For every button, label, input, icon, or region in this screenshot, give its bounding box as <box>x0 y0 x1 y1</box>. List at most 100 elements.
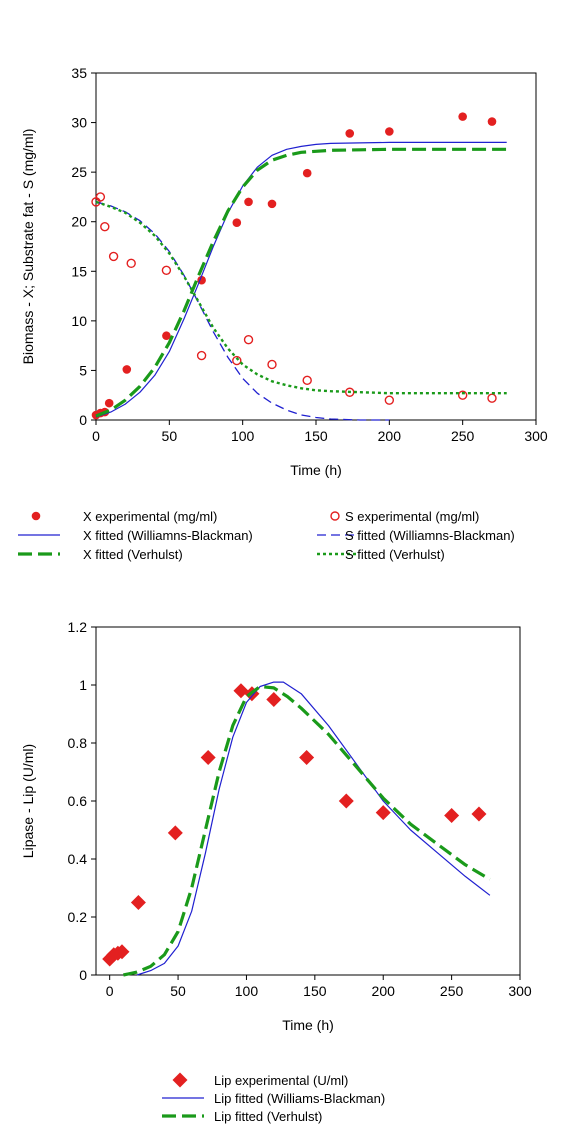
legend-s-experimental-mg-ml-label: S experimental (mg/ml) <box>345 509 479 524</box>
series-x-fitted-verhulst-line <box>95 147 507 418</box>
legend-lipase: Lip experimental (U/ml) Lip fitted (Willi… <box>162 1072 385 1124</box>
legend-x-fitted-williamns-blackman-label: X fitted (Williamns-Blackman) <box>83 528 253 543</box>
y-tick-label: 0 <box>79 967 87 983</box>
series-lip-experimental-u-ml-point <box>233 683 249 699</box>
series-lip-fitted-williams-blackman-line <box>136 681 491 976</box>
series-lip-fitted-verhulst-line <box>123 684 491 977</box>
series-lip-experimental-u-ml-point <box>114 944 130 960</box>
y-tick-label: 5 <box>79 362 87 378</box>
x-tick-label: 250 <box>440 983 464 999</box>
series-lip-experimental-u-ml-point <box>375 805 391 821</box>
chart-lipase: 0 50 100 150 200 250 300 0 0.2 0.4 0.6 0.8 1 1.2 Time … <box>20 619 532 1033</box>
series-x-fitted-williamns-blackman <box>95 141 507 418</box>
x-axis-label: Time (h) <box>282 1017 334 1033</box>
x-tick-label: 0 <box>106 983 114 999</box>
y-tick-label: 35 <box>71 65 87 81</box>
series-s-experimental-mg-ml-point <box>267 359 277 370</box>
plot-frame <box>95 626 521 976</box>
series-x-experimental-mg-ml-point <box>104 398 114 408</box>
legend-biomass-substrate: X experimental (mg/ml) X fitted (Williamn… <box>18 509 515 562</box>
x-tick-label: 200 <box>378 428 402 444</box>
y-tick-label: 10 <box>71 313 87 329</box>
legend-x-experimental-mg-ml: X experimental (mg/ml) <box>31 509 217 524</box>
series-lip-experimental-u-ml-point <box>338 793 354 809</box>
series-s-experimental-mg-ml-point <box>161 265 172 275</box>
series-x-experimental-mg-ml-point <box>267 199 277 209</box>
series-s-experimental-mg-ml <box>91 192 497 405</box>
y-axis-label: Lipase - Lip (U/ml) <box>20 744 36 858</box>
legend-x-experimental-mg-ml-symbol <box>31 511 41 521</box>
y-tick-label: 0.2 <box>68 909 88 925</box>
series-x-experimental-mg-ml-point <box>122 365 132 374</box>
legend-s-experimental-mg-ml: S experimental (mg/ml) <box>330 509 479 524</box>
legend-s-fitted-verhulst-label: S fitted (Verhulst) <box>345 547 445 562</box>
y-tick-label: 15 <box>71 263 87 279</box>
x-tick-label: 100 <box>231 428 255 444</box>
y-tick-label: 1 <box>79 677 87 693</box>
series-s-experimental-mg-ml-point <box>487 393 497 403</box>
series-s-experimental-mg-ml-point <box>196 350 207 361</box>
legend-lip-fitted-verhulst: Lip fitted (Verhulst) <box>162 1109 322 1124</box>
legend-lip-experimental-u-ml: Lip experimental (U/ml) <box>172 1072 348 1088</box>
x-tick-label: 200 <box>372 983 396 999</box>
x-tick-label: 300 <box>524 428 548 444</box>
series-lip-experimental-u-ml-point <box>130 895 146 910</box>
series-s-experimental-mg-ml-point <box>457 390 468 400</box>
y-tick-label: 1.2 <box>68 619 88 635</box>
x-tick-label: 150 <box>304 428 328 444</box>
series-x-experimental-mg-ml-point <box>162 331 171 341</box>
series-x-experimental-mg-ml-point <box>345 129 355 138</box>
legend-x-fitted-williamns-blackman: X fitted (Williamns-Blackman) <box>18 528 253 543</box>
series-x-experimental-mg-ml-point <box>232 218 242 228</box>
y-tick-label: 0 <box>79 412 87 428</box>
series-s-experimental-mg-ml-point <box>100 221 110 232</box>
x-tick-label: 0 <box>92 428 100 444</box>
series-x-experimental-mg-ml-point <box>458 112 467 121</box>
legend-lip-experimental-u-ml-label: Lip experimental (U/ml) <box>214 1073 348 1088</box>
series-lip-experimental-u-ml-point <box>299 750 315 765</box>
x-axis-label: Time (h) <box>290 462 342 478</box>
legend-lip-experimental-u-ml-symbol <box>172 1072 188 1088</box>
series-s-experimental-mg-ml-point <box>345 387 355 397</box>
series-x-experimental-mg-ml-point <box>487 117 497 126</box>
y-tick-label: 0.6 <box>68 793 88 809</box>
chart-biomass-substrate: 0 50 100 150 200 250 300 0 5 10 15 20 25 30 35 Time (h)… <box>20 65 548 478</box>
series-lip-experimental-u-ml-point <box>444 808 460 823</box>
legend-s-experimental-mg-ml-symbol <box>330 511 340 521</box>
y-tick-label: 20 <box>71 214 87 230</box>
y-tick-label: 0.4 <box>68 851 88 867</box>
series-lip-experimental-u-ml-point <box>200 750 216 765</box>
series-x-experimental-mg-ml-point <box>385 127 394 136</box>
series-s-experimental-mg-ml-point <box>302 375 312 386</box>
legend-lip-fitted-williams-blackman-label: Lip fitted (Williams-Blackman) <box>214 1091 385 1106</box>
x-tick-label: 250 <box>451 428 475 444</box>
series-x-experimental-mg-ml-point <box>302 168 312 178</box>
legend-x-experimental-mg-ml-label: X experimental (mg/ml) <box>83 509 217 524</box>
x-tick-label: 50 <box>170 983 186 999</box>
series-x-experimental-mg-ml <box>91 112 497 420</box>
series-s-experimental-mg-ml-point <box>126 258 136 269</box>
series-lip-fitted-williams-blackman <box>136 681 491 976</box>
series-x-fitted-williamns-blackman-line <box>95 141 507 418</box>
y-axis-label: Biomass - X; Substrate fat - S (mg/ml) <box>20 129 36 365</box>
series-lip-experimental-u-ml-point <box>167 825 183 841</box>
y-tick-label: 0.8 <box>68 735 88 751</box>
x-tick-label: 50 <box>162 428 178 444</box>
legend-x-fitted-verhulst-label: X fitted (Verhulst) <box>83 547 183 562</box>
legend-s-fitted-williamns-blackman: S fitted (Williamns-Blackman) <box>317 528 515 543</box>
series-s-experimental-mg-ml-point <box>243 334 254 345</box>
series-lip-experimental-u-ml-point <box>266 692 282 707</box>
series-s-experimental-mg-ml-point <box>108 251 119 262</box>
legend-lip-fitted-verhulst-label: Lip fitted (Verhulst) <box>214 1109 322 1124</box>
series-x-fitted-verhulst <box>95 147 507 418</box>
x-tick-label: 100 <box>235 983 259 999</box>
series-s-fitted-verhulst <box>95 200 507 395</box>
series-lip-experimental-u-ml-point <box>471 806 487 822</box>
series-x-experimental-mg-ml-point <box>244 197 253 207</box>
legend-s-fitted-verhulst: S fitted (Verhulst) <box>317 547 445 562</box>
legend-lip-fitted-williams-blackman: Lip fitted (Williams-Blackman) <box>162 1091 385 1106</box>
series-s-experimental-mg-ml-point <box>384 395 395 405</box>
series-s-fitted-verhulst-line <box>95 200 507 395</box>
plot-frame <box>95 72 537 421</box>
